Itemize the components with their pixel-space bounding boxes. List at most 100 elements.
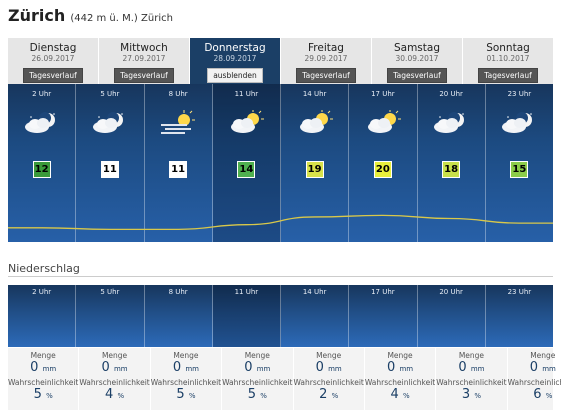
probability-label: Wahrscheinlichkeit [150, 378, 222, 387]
probability-value: 5 % [247, 387, 267, 402]
hourly-forecast-panel: 2 Uhr 12 5 Uhr 11 8 Uhr 11 11 Uhr 14 14 Uhr 19 17 … [8, 84, 553, 242]
tagesverlauf-button[interactable]: Tagesverlauf [387, 68, 447, 83]
temperature-badge: 19 [305, 161, 324, 178]
rain-column: 20 Uhr [418, 285, 486, 347]
probability-value: 4 % [105, 387, 125, 402]
day-date: 30.09.2017 [395, 54, 439, 63]
hour-label: 14 Uhr [302, 288, 327, 296]
probability-label: Wahrscheinlichkeit [364, 378, 436, 387]
amount-value: 0 mm [30, 360, 57, 375]
hour-column: 2 Uhr 12 [8, 84, 77, 242]
divider [8, 276, 553, 277]
hour-label: 20 Uhr [439, 288, 463, 296]
hour-label: 5 Uhr [100, 90, 120, 98]
hour-label: 17 Uhr [371, 90, 395, 98]
precip-stat: Menge 0 mm Wahrscheinlichkeit 5 % [150, 348, 223, 410]
hour-column: 8 Uhr 11 [145, 84, 213, 242]
hour-label: 11 Uhr [234, 90, 259, 98]
probability-value: 2 % [319, 387, 339, 402]
amount-value: 0 mm [387, 360, 414, 375]
temperature-badge: 11 [100, 161, 119, 178]
hour-column: 5 Uhr 11 [76, 84, 145, 242]
tagesverlauf-button[interactable]: Tagesverlauf [23, 68, 83, 83]
probability-label: Wahrscheinlichkeit [8, 378, 79, 387]
hide-button[interactable]: ausblenden [207, 68, 263, 83]
hour-column: 23 Uhr 15 [486, 84, 553, 242]
amount-label: Menge [101, 351, 128, 360]
amount-label: Menge [244, 351, 270, 360]
amount-label: Menge [30, 351, 56, 360]
probability-value: 5 % [33, 387, 53, 402]
hour-label: 2 Uhr [32, 288, 52, 296]
moon-cloud-icon [89, 110, 131, 136]
day-name: Mittwoch [120, 42, 168, 54]
hour-column: 20 Uhr 18 [418, 84, 486, 242]
probability-value: 3 % [461, 387, 481, 402]
temperature-badge: 11 [169, 161, 188, 178]
sun-cloud-icon [362, 110, 404, 136]
day-date: 27.09.2017 [122, 54, 166, 63]
temperature-badge: 18 [442, 161, 461, 178]
tagesverlauf-button[interactable]: Tagesverlauf [114, 68, 174, 83]
hour-column: 11 Uhr 14 [212, 84, 281, 242]
day-name: Dienstag [29, 42, 77, 54]
day-name: Sonntag [486, 42, 530, 54]
day-name: Samstag [393, 42, 440, 54]
precip-stat: Menge 0 mm Wahrscheinlichkeit 4 % [79, 348, 151, 410]
amount-label: Menge [458, 351, 485, 360]
rain-column: 5 Uhr [76, 285, 145, 347]
moon-cloud-icon [21, 110, 63, 136]
precipitation-panel: 2 Uhr 5 Uhr 8 Uhr 11 Uhr 14 Uhr 17 Uhr 20 Uhr 2… [8, 285, 553, 347]
day-tab-3[interactable]: Freitag 29.09.2017 Tagesverlauf [281, 38, 372, 84]
temperature-badge: 14 [237, 161, 256, 178]
temperature-curve [8, 214, 553, 231]
rain-column: 2 Uhr [8, 285, 77, 347]
sun-cloud-icon [294, 110, 336, 136]
day-tab-1[interactable]: Mittwoch 27.09.2017 Tagesverlauf [99, 38, 190, 84]
probability-value: 4 % [390, 387, 410, 402]
probability-label: Wahrscheinlichkeit [436, 378, 507, 387]
amount-value: 0 mm [529, 360, 556, 375]
amount-label: Menge [530, 351, 556, 360]
day-tab-5[interactable]: Sonntag 01.10.2017 Tagesverlauf [463, 38, 553, 84]
tagesverlauf-button[interactable]: Tagesverlauf [478, 68, 538, 83]
hour-column: 14 Uhr 19 [281, 84, 350, 242]
probability-value: 5 % [176, 387, 196, 402]
temperature-badge: 12 [32, 161, 51, 178]
tagesverlauf-button[interactable]: Tagesverlauf [296, 68, 356, 83]
precip-stat: Menge 0 mm Wahrscheinlichkeit 5 % [222, 348, 294, 410]
amount-value: 0 mm [458, 360, 485, 375]
hour-column: 17 Uhr 20 [349, 84, 418, 242]
amount-value: 0 mm [172, 360, 199, 375]
hour-label: 14 Uhr [302, 90, 327, 98]
precipitation-stats: Menge 0 mm Wahrscheinlichkeit 5 % Menge 0 mm W… [8, 348, 561, 410]
location-header: Zürich (442 m ü. M.) Zürich [8, 6, 173, 28]
probability-label: Wahrscheinlichkeit [293, 378, 364, 387]
city-name: Zürich [8, 6, 66, 25]
day-date: 01.10.2017 [486, 54, 530, 63]
hour-label: 8 Uhr [168, 288, 188, 296]
day-tabs: Dienstag 26.09.2017 Tagesverlauf Mittwoch 27… [8, 38, 553, 84]
rain-column: 14 Uhr [281, 285, 350, 347]
moon-cloud-icon [498, 110, 540, 136]
probability-value: 6 % [533, 387, 553, 402]
probability-label: Wahrscheinlichkeit [79, 378, 150, 387]
hour-label: 8 Uhr [168, 90, 188, 98]
rain-column: 17 Uhr [349, 285, 418, 347]
amount-value: 0 mm [315, 360, 342, 375]
probability-label: Wahrscheinlichkeit [507, 378, 561, 387]
day-tab-0[interactable]: Dienstag 26.09.2017 Tagesverlauf [8, 38, 99, 84]
precip-stat: Menge 0 mm Wahrscheinlichkeit 2 % [294, 348, 365, 410]
hour-label: 5 Uhr [100, 288, 120, 296]
rain-column: 11 Uhr [212, 285, 281, 347]
day-name: Freitag [308, 42, 344, 54]
amount-value: 0 mm [101, 360, 128, 375]
precip-stat: Menge 0 mm Wahrscheinlichkeit 5 % [8, 348, 80, 410]
hour-label: 11 Uhr [234, 288, 259, 296]
probability-label: Wahrscheinlichkeit [222, 378, 293, 387]
day-name: Donnerstag [204, 42, 266, 54]
day-date: 29.09.2017 [304, 54, 348, 63]
day-tab-4[interactable]: Samstag 30.09.2017 Tagesverlauf [372, 38, 463, 84]
location-subtitle: (442 m ü. M.) Zürich [70, 13, 173, 24]
day-tab-2[interactable]: Donnerstag 28.09.2017 ausblenden [190, 38, 281, 84]
